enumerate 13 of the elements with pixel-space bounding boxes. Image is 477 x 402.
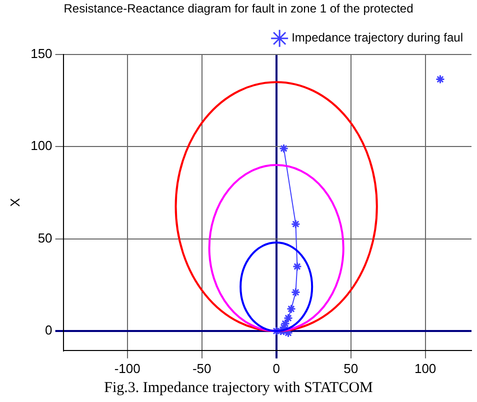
x-tick-label: -100 — [114, 360, 140, 376]
x-tick-label: -50 — [192, 360, 212, 376]
x-tick-label: 100 — [414, 360, 436, 376]
y-tick-label: 100 — [30, 138, 52, 154]
y-tick-label: 50 — [38, 230, 52, 246]
legend-label: Impedance trajectory during faul — [292, 30, 464, 45]
caption: Fig.3. Impedance trajectory with STATCOM — [103, 380, 374, 397]
x-tick-label: 50 — [344, 360, 358, 376]
y-axis-title: X — [7, 198, 22, 207]
y-tick-label: 150 — [30, 46, 52, 61]
x-tick-label: 0 — [272, 360, 280, 376]
chart-title: Resistance-Reactance diagram for fault in zone 1 of the protected — [64, 2, 414, 16]
y-tick-label: 0 — [45, 322, 52, 338]
